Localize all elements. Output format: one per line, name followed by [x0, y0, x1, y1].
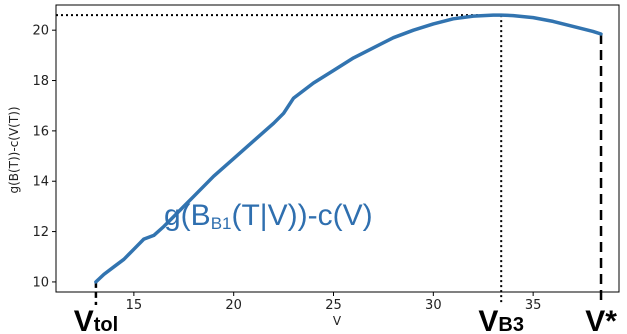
x-tick-label: 20 [225, 298, 242, 313]
vb3-label: VB3 [478, 305, 524, 334]
vtol-label: Vtol [74, 305, 118, 334]
y-tick-label: 18 [32, 74, 49, 89]
marker-labels: Vtol VB3 V* [74, 305, 617, 334]
y-tick-label: 20 [32, 24, 49, 39]
x-tick-label: 25 [325, 298, 342, 313]
x-ticks: 15 20 25 30 35 [126, 292, 542, 313]
y-tick-label: 16 [32, 124, 49, 139]
y-tick-label: 10 [32, 275, 49, 290]
y-tick-label: 14 [32, 175, 49, 190]
curve-annotation: g(BB1(T|V))-c(V) [164, 199, 373, 233]
x-axis-label: V [333, 314, 342, 328]
reference-lines [56, 14, 603, 305]
series-line [94, 13, 603, 284]
plot-frame [55, 4, 620, 293]
annotation-rest: (T|V))-c(V) [231, 199, 372, 232]
annotation-subscript: B1 [211, 214, 232, 233]
annotation-main: g(B [164, 199, 211, 232]
y-axis-label: g(B(T))-c(V(T)) [7, 106, 21, 193]
x-tick-label: 15 [126, 298, 143, 313]
y-ticks: 10 12 14 16 18 20 [32, 24, 56, 290]
x-tick-label: 30 [425, 298, 442, 313]
x-tick-label: 35 [525, 298, 542, 313]
y-tick-label: 12 [32, 225, 49, 240]
vstar-label: V* [585, 305, 617, 334]
